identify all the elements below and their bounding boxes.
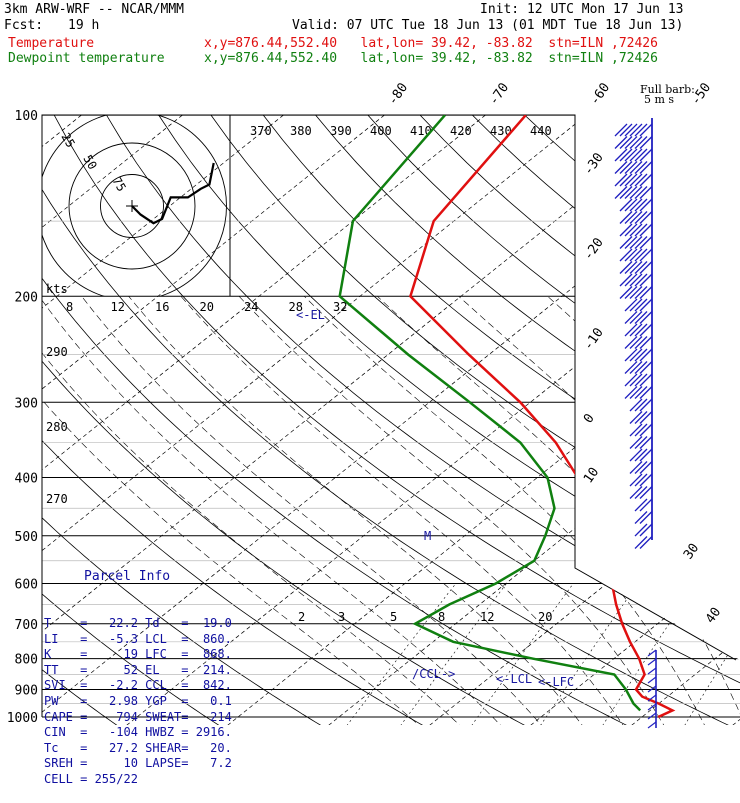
hodograph-scale-label: 20 [200,300,214,314]
parcel-info-row: PW = 2.98 YGP = 0.1 [44,694,240,710]
isotherm-tick-label: -20 [581,235,607,263]
mixing-ratio-tick-label: 12 [480,610,494,624]
mixing-ratio-tick-label: 3 [338,610,345,624]
temperature-line [410,115,672,717]
hodograph-scale-label: 16 [155,300,169,314]
dry-adiabat-line [472,115,740,730]
parcel-info-row: LI = -5.3 LCL = 860. [44,632,240,648]
mixing-ratio-tick-label: 5 [390,610,397,624]
hodograph-speed-label: 25 [58,131,77,151]
dry-adiabat-line [263,115,740,730]
parcel-info-row: T = 22.2 Td = 19.0 [44,616,240,632]
mixing-ratio-line [398,584,507,730]
pressure-tick-label: 400 [15,471,38,486]
wind-barb [648,713,656,719]
isotherm-tick-label: 40 [703,605,724,626]
parcel-info-row: Tc = 27.2 SHEAR= 20. [44,741,240,757]
parcel-info-row: CAPE = 794 SWEAT= 214 [44,710,240,726]
mixing-ratio-tick-label: 20 [538,610,552,624]
hodograph-trace [132,163,214,223]
level-marker: <-LCL [496,672,532,686]
moist-adiabat-line [459,296,740,730]
mixing-ratio-tick-label: 8 [438,610,445,624]
theta-tick-label: 380 [290,124,312,138]
hodograph-scale-label: 8 [66,300,73,314]
pressure-tick-label: 300 [15,396,38,411]
parcel-info-row: SVI = -2.2 CCL = 842. [44,678,240,694]
isotherm-line [222,102,740,730]
pressure-tick-label: 900 [15,683,38,698]
dry-adiabat-line [368,115,740,730]
isotherm-tick-label: 0 [581,411,598,426]
isotherm-line [727,102,740,730]
wind-barb [648,668,656,674]
mixing-ratio-line [600,584,696,730]
wind-barb [648,650,656,656]
level-marker: <-LFC [538,675,574,689]
parcel-info-title: Parcel Info [44,569,240,585]
dry-adiabat-tick-label: 270 [46,492,68,506]
dry-adiabat-line [525,115,740,730]
parcel-info-row: TT = 52 EL = 214. [44,663,240,679]
wind-barbs [615,118,656,728]
theta-tick-label: 440 [530,124,552,138]
pressure-tick-label: 1000 [7,711,38,726]
moist-adiabat-line [548,296,740,730]
wind-barb [648,677,656,683]
dry-adiabat-line [629,115,740,730]
isotherm-tick-label: 10 [581,465,602,486]
dry-adiabat-line [0,115,21,730]
hodograph-scale-label: 24 [244,300,258,314]
wind-barb [648,659,656,665]
hodograph-axis-label: kts [46,282,68,296]
pressure-tick-label: 200 [15,290,38,305]
pressure-tick-label: 800 [15,653,38,668]
isotherm-tick-label: 30 [681,541,702,562]
profiles [340,115,673,717]
parcel-info-row: K = 19 LFC = 868. [44,647,240,663]
dry-adiabat-line [682,115,740,730]
dry-adiabat-line [577,115,740,730]
dry-adiabat-line [211,115,740,730]
pressure-tick-label: 600 [15,577,38,592]
isotherm-tick-label: -50 [688,80,714,108]
level-marker: /CCL-> [412,667,455,681]
level-marker: M [424,529,431,543]
isotherm-tick-label: -30 [581,150,607,178]
dry-adiabat-tick-label: 280 [46,420,68,434]
parcel-info-row: CIN = -104 HWBZ = 2916. [44,725,240,741]
pressure-tick-label: 500 [15,530,38,545]
theta-tick-label: 370 [250,124,272,138]
level-marker: <-EL [296,308,325,322]
mixing-ratio-line [344,584,456,730]
dry-adiabat-line [734,115,740,730]
dry-adiabat-tick-label: 290 [46,345,68,359]
theta-tick-label: 390 [330,124,352,138]
isotherm-tick-label: -80 [385,80,411,108]
theta-tick-label: 420 [450,124,472,138]
wind-barb [648,722,656,728]
theta-tick-label: 400 [370,124,392,138]
dry-adiabat-line [420,115,740,730]
hodograph-speed-label: 50 [80,153,99,173]
isotherm-tick-label: -10 [581,325,607,353]
isotherm-tick-label: -70 [486,80,512,108]
mixing-ratio-line [538,584,638,730]
parcel-info-row: SREH = 10 LAPSE= 7.2 [44,756,240,772]
pressure-tick-label: 700 [15,618,38,633]
mixing-ratio-tick-label: 2 [298,610,305,624]
pressure-tick-label: 100 [15,109,38,124]
parcel-info-row: CELL = 255/22 [44,772,240,788]
isotherm-tick-label: -60 [587,80,613,108]
dry-adiabat-line [316,115,740,730]
hodograph-speed-label: 75 [109,175,128,195]
hodograph-scale-label: 12 [111,300,125,314]
